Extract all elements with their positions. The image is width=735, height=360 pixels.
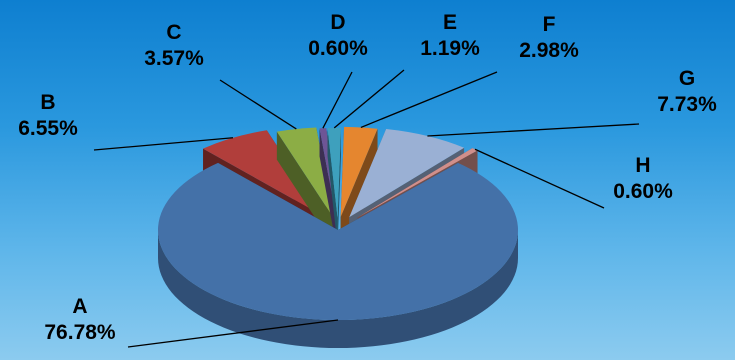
pie-slice-a [158, 162, 518, 348]
slice-a-wall [158, 230, 518, 348]
leader-line-f [360, 71, 498, 129]
slice-c-top [276, 127, 334, 218]
label-value-d: 0.60% [308, 37, 368, 60]
label-name-f: F [542, 13, 556, 36]
slice-e-side-0 [327, 128, 338, 246]
slice-a-top [158, 162, 518, 320]
leader-line-g [427, 123, 640, 137]
label-value-f: 2.98% [519, 39, 579, 62]
slice-h-top [357, 148, 478, 218]
leader-line-c [219, 79, 297, 130]
slice-f-top [340, 126, 378, 217]
label-name-c: C [166, 21, 182, 44]
label-value-e: 1.19% [420, 37, 480, 60]
label-name-a: A [72, 295, 88, 318]
slice-g-top [349, 129, 465, 218]
label-value-g: 7.73% [657, 93, 717, 116]
slice-c-side-0 [276, 131, 334, 246]
data-label-f: F 2.98% [503, 12, 595, 64]
data-label-d: D 0.60% [292, 10, 384, 62]
label-value-h: 0.60% [613, 180, 673, 203]
data-label-b: B 6.55% [2, 90, 94, 142]
label-name-b: B [40, 91, 56, 114]
label-value-c: 3.57% [144, 47, 204, 70]
label-value-b: 6.55% [18, 117, 78, 140]
leader-line-e [333, 69, 405, 129]
label-name-h: H [635, 154, 651, 177]
slice-e-side-1 [337, 127, 341, 246]
slice-e-top [327, 127, 341, 218]
leader-line-h [474, 148, 605, 209]
data-label-e: E 1.19% [404, 10, 496, 62]
data-label-g: G 7.73% [639, 66, 735, 118]
slice-d-side-0 [319, 128, 337, 246]
data-label-h: H 0.60% [597, 153, 689, 205]
label-value-a: 76.78% [44, 321, 116, 344]
leader-line-a [127, 319, 339, 348]
label-name-d: D [330, 11, 346, 34]
label-name-g: G [678, 67, 696, 90]
data-label-a: A 76.78% [20, 294, 140, 346]
leader-line-d [322, 71, 353, 129]
label-name-e: E [442, 11, 457, 34]
slice-b-top [203, 130, 323, 216]
leader-line-b [93, 137, 234, 151]
data-label-c: C 3.57% [128, 20, 220, 72]
pie-slice-e [327, 127, 341, 246]
